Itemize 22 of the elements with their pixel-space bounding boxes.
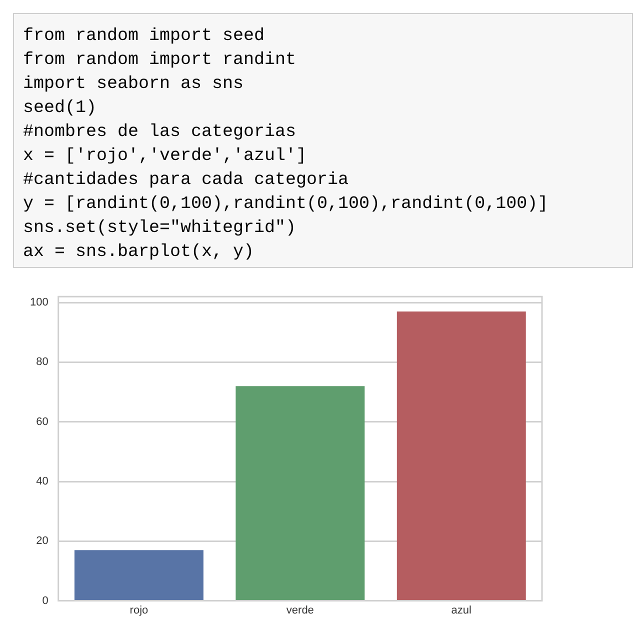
text: sns.set(style="whitegrid") xyxy=(23,217,298,240)
text: from random import seed xyxy=(23,25,266,48)
text: import seaborn as sns xyxy=(23,73,245,96)
text: #nombres de las categorias xyxy=(23,121,298,144)
text: ax = sns.barplot(x, y) xyxy=(23,241,256,264)
y-tick-label: 80 xyxy=(36,356,48,368)
y-tick-label: 20 xyxy=(36,535,48,548)
y-tick-label: 60 xyxy=(36,416,48,428)
x-tick-label: verde xyxy=(286,604,314,616)
y-tick-label: 0 xyxy=(42,594,48,607)
bar xyxy=(236,386,365,600)
bar xyxy=(396,312,526,600)
bar xyxy=(74,550,204,600)
y-tick-label: 100 xyxy=(30,296,48,309)
x-tick-label: azul xyxy=(451,604,472,616)
text: x = ['rojo','verde','azul'] xyxy=(23,145,308,168)
text: seed(1) xyxy=(23,97,98,120)
text: from random import randint xyxy=(23,49,298,72)
x-tick-label: rojo xyxy=(130,604,148,616)
text: y = [randint(0,100),randint(0,100),randint(0,100)] xyxy=(23,193,550,216)
text: #cantidades para cada categoria xyxy=(23,169,350,192)
y-tick-label: 40 xyxy=(36,476,48,488)
